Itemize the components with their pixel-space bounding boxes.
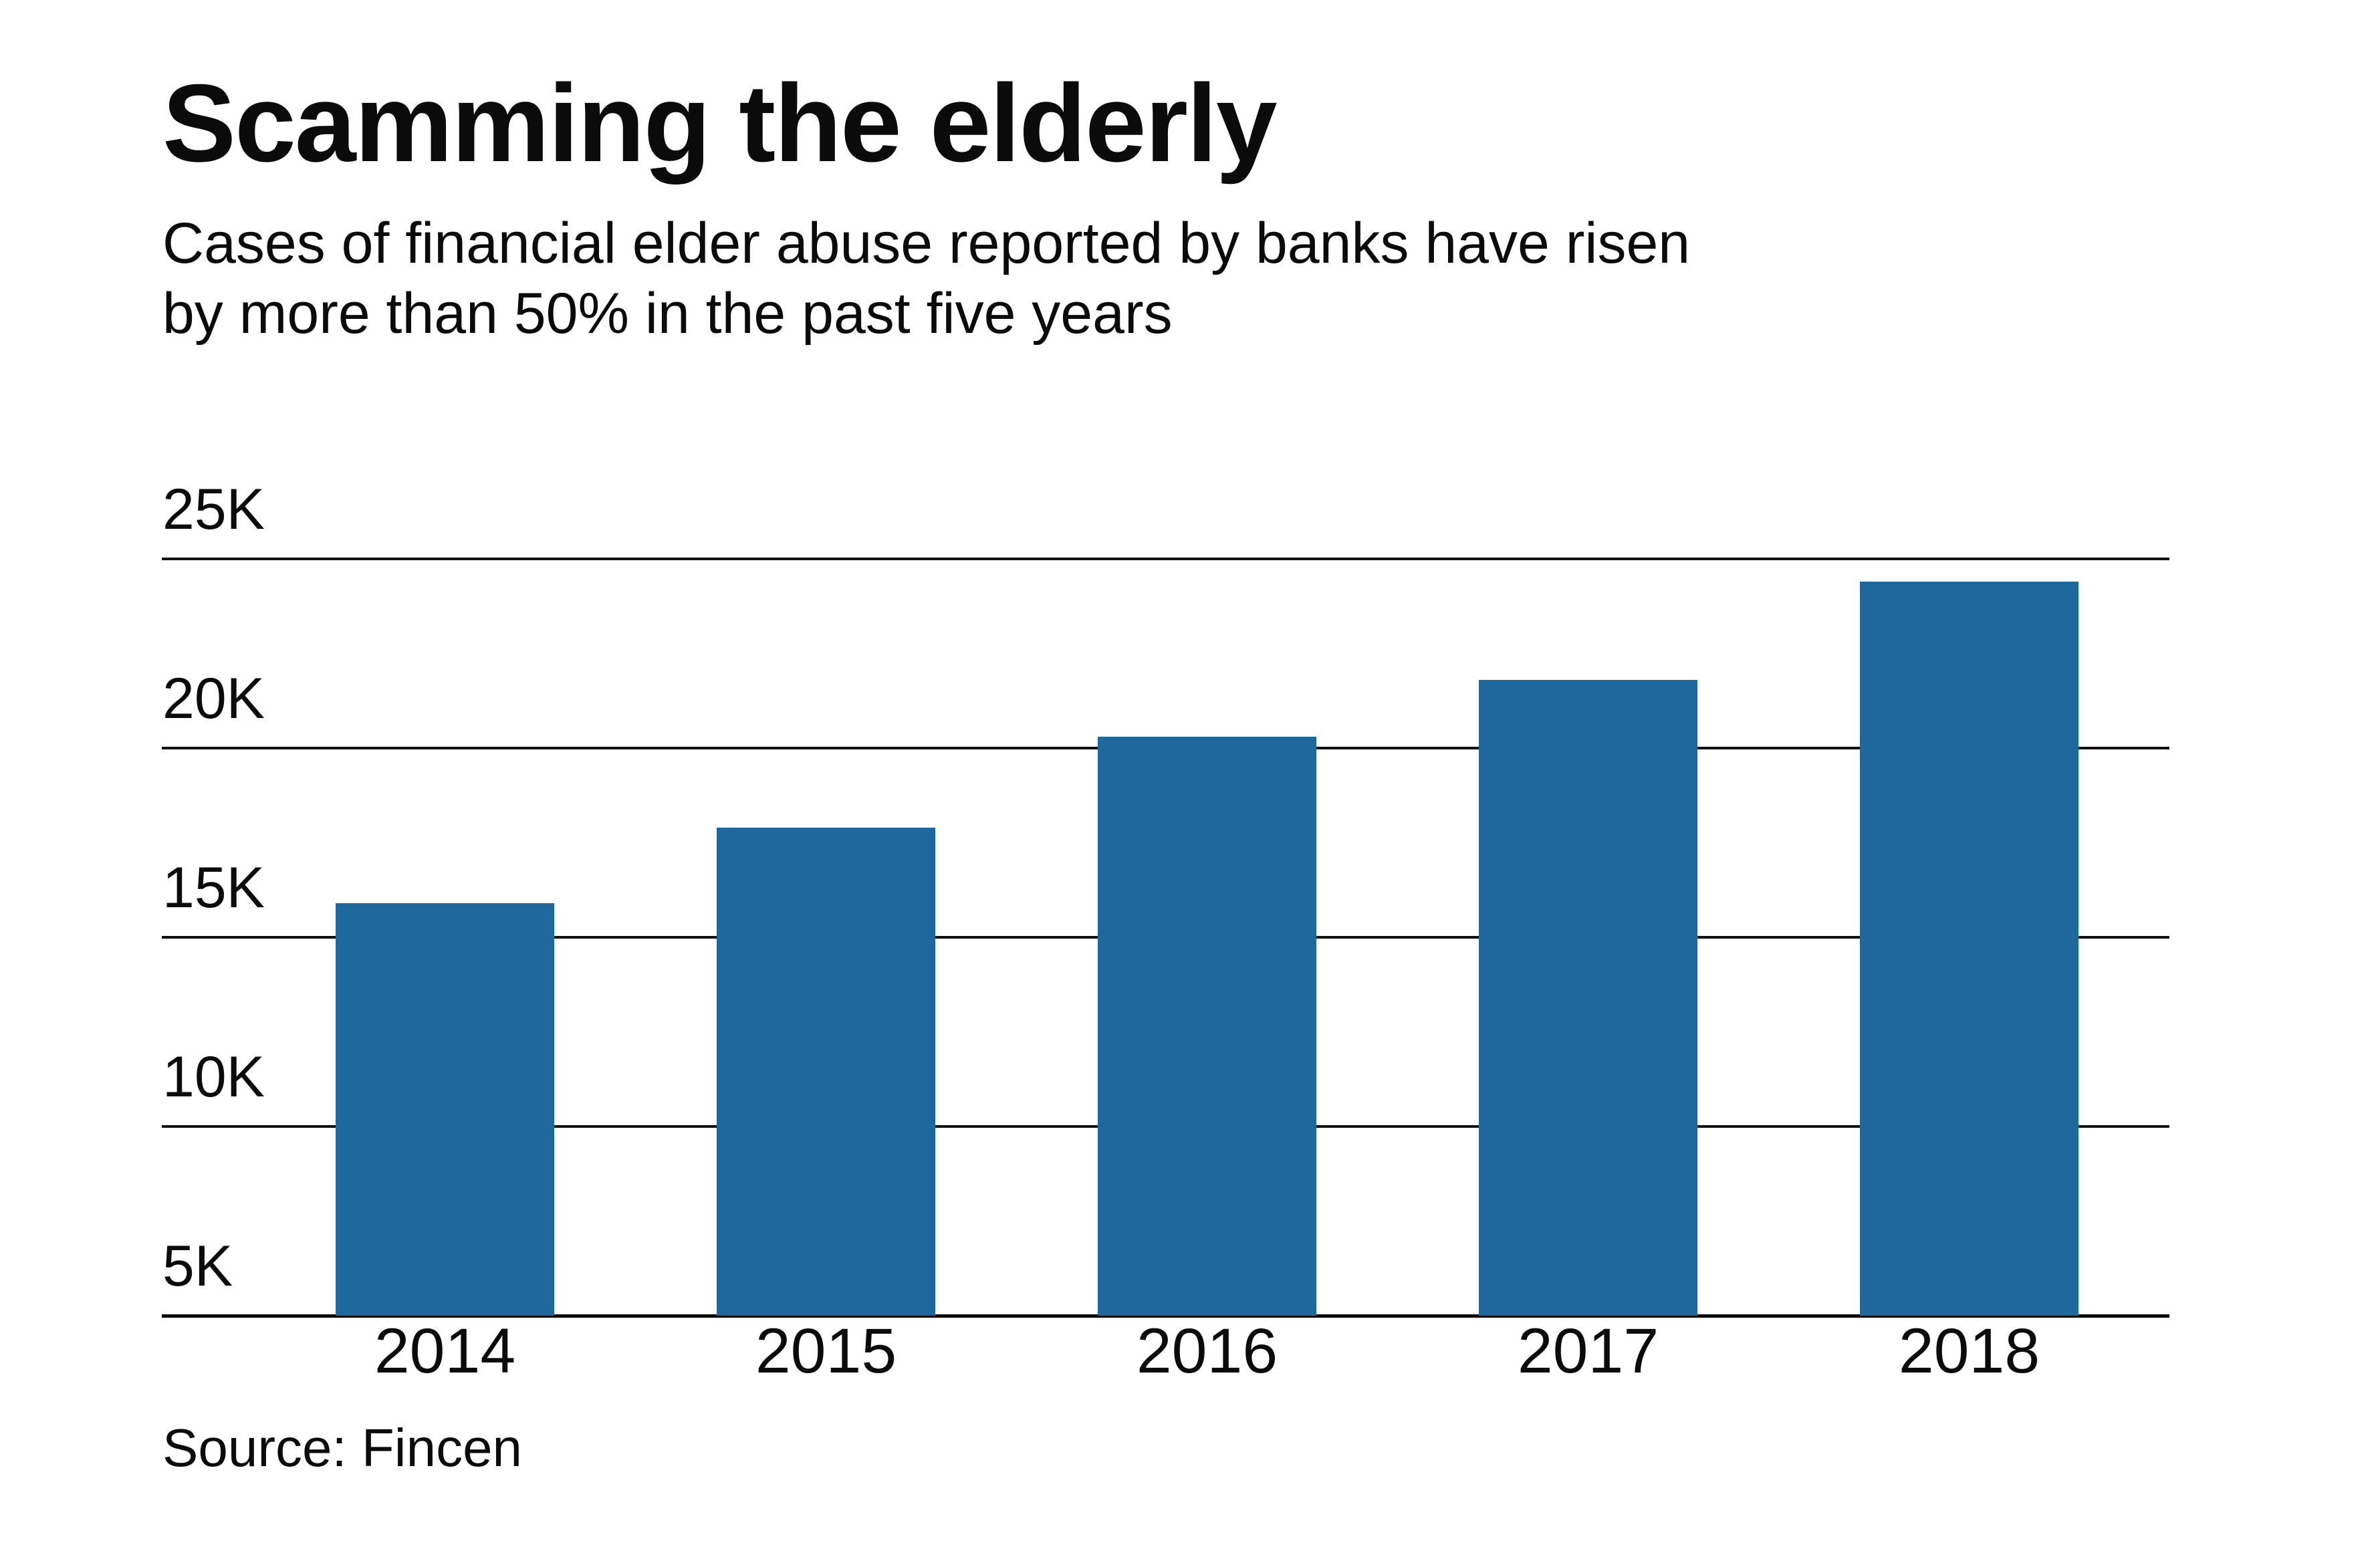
chart-subtitle: Cases of financial elder abuse reported … [162, 209, 1690, 349]
bar-2014 [336, 903, 554, 1316]
x-axis-label-2016: 2016 [1136, 1316, 1278, 1387]
source-note: Source: Fincen [162, 1418, 523, 1477]
gridline-25k [162, 558, 2169, 560]
chart-subtitle-line1: Cases of financial elder abuse reported … [162, 211, 1691, 275]
chart-subtitle-line2: by more than 50% in the past five years [162, 281, 1173, 346]
chart-title: Scamming the elderly [162, 62, 1278, 185]
y-axis-label-5k: 5K [162, 1234, 233, 1298]
bar-2015 [717, 828, 935, 1316]
x-axis-label-2017: 2017 [1517, 1316, 1659, 1387]
x-axis-label-2015: 2015 [755, 1316, 897, 1387]
y-axis-label-20k: 20K [162, 667, 265, 731]
x-axis-label-2018: 2018 [1898, 1316, 2040, 1387]
bar-2016 [1098, 737, 1316, 1316]
bar-2017 [1479, 680, 1697, 1316]
gridline-5k [162, 1314, 2169, 1318]
x-axis-label-2014: 2014 [374, 1316, 516, 1387]
y-axis-label-25k: 25K [162, 477, 265, 542]
y-axis-label-10k: 10K [162, 1045, 265, 1109]
y-axis-label-15k: 15K [162, 856, 265, 920]
bar-2018 [1860, 582, 2078, 1316]
